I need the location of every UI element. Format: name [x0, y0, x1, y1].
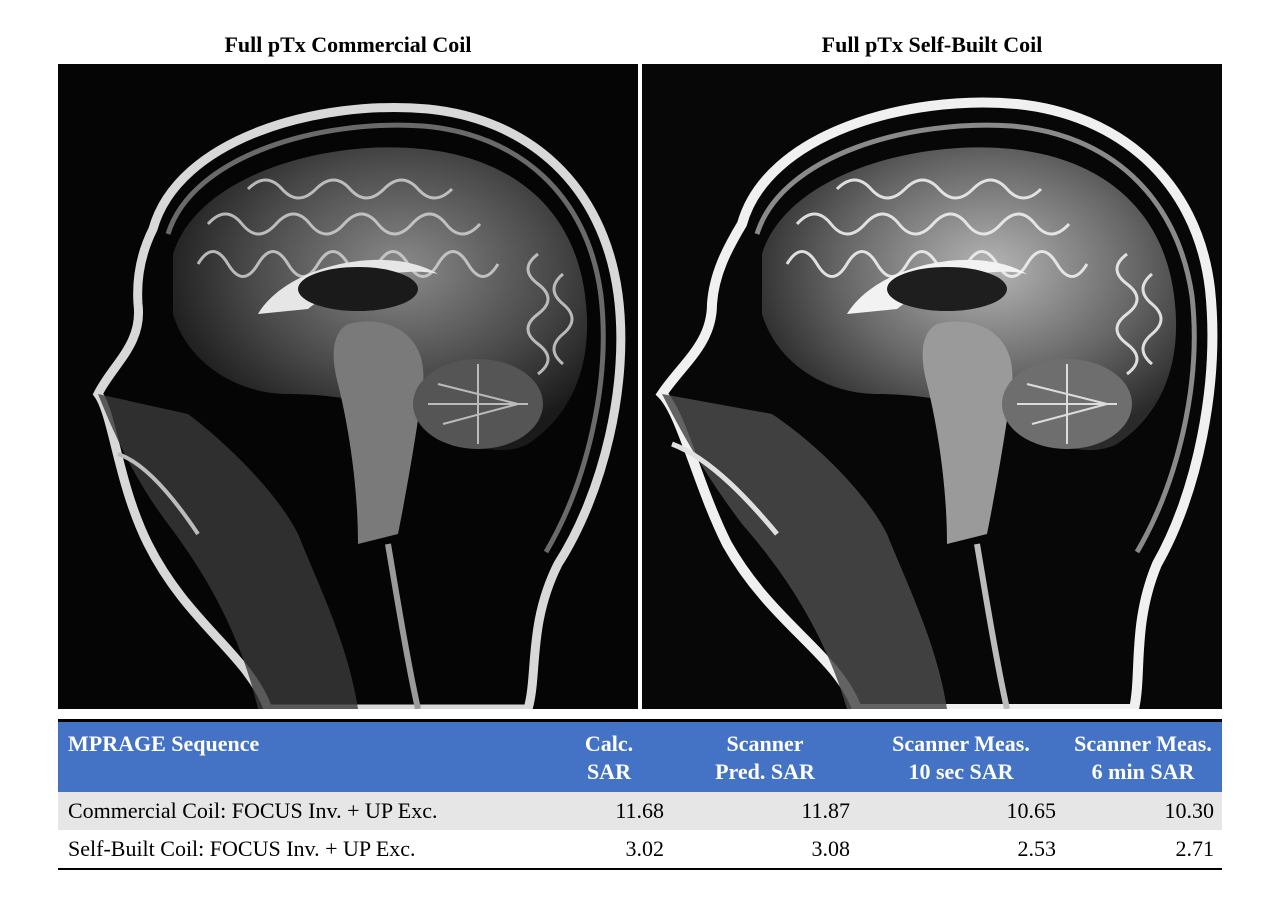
cell-scanner-pred-sar: 3.08: [672, 830, 858, 870]
header-calc-sar: Calc. SAR: [546, 719, 672, 792]
header-scanner-meas-6min-sar: Scanner Meas. 6 min SAR: [1064, 719, 1222, 792]
mri-sagittal-brain-image: [642, 64, 1222, 709]
cell-meas-6min-sar: 2.71: [1064, 830, 1222, 870]
header-line: 6 min SAR: [1091, 759, 1195, 784]
right-panel-title: Full pTx Self-Built Coil: [821, 32, 1043, 57]
header-line: SAR: [586, 759, 631, 784]
header-sequence: MPRAGE Sequence: [58, 719, 546, 792]
header-scanner-meas-10sec-sar: Scanner Meas. 10 sec SAR: [858, 719, 1064, 792]
header-line: Pred. SAR: [715, 759, 815, 784]
row-label: Commercial Coil: FOCUS Inv. + UP Exc.: [68, 798, 438, 823]
mri-sagittal-brain-image: [58, 64, 638, 709]
cell-meas-10sec-sar: 2.53: [858, 830, 1064, 870]
table-row: Commercial Coil: FOCUS Inv. + UP Exc. 11…: [58, 792, 1222, 830]
row-label: Self-Built Coil: FOCUS Inv. + UP Exc.: [58, 830, 546, 870]
table-row: Self-Built Coil: FOCUS Inv. + UP Exc. 3.…: [58, 830, 1222, 870]
cell-calc-sar: 11.68: [615, 798, 664, 823]
mri-image-commercial-coil: [58, 64, 638, 709]
cell-scanner-pred-sar: 11.87: [801, 798, 850, 823]
cell-meas-10sec-sar: 10.65: [1006, 798, 1057, 823]
cell-calc-sar: 3.02: [546, 830, 672, 870]
header-line: Scanner Meas.: [1074, 731, 1212, 756]
header-scanner-pred-sar: Scanner Pred. SAR: [672, 719, 858, 792]
cell-meas-6min-sar: 10.30: [1164, 798, 1215, 823]
table-header-row: MPRAGE Sequence Calc. SAR Scanner Pred. …: [58, 719, 1222, 792]
header-line: Scanner Meas.: [892, 731, 1030, 756]
header-line: MPRAGE Sequence: [68, 731, 260, 756]
left-panel-title: Full pTx Commercial Coil: [224, 32, 472, 57]
header-line: 10 sec SAR: [908, 759, 1014, 784]
mri-image-self-built-coil: [642, 64, 1222, 709]
header-line: Calc.: [584, 731, 634, 756]
sar-comparison-table: MPRAGE Sequence Calc. SAR Scanner Pred. …: [58, 719, 1222, 870]
header-line: Scanner: [726, 731, 804, 756]
